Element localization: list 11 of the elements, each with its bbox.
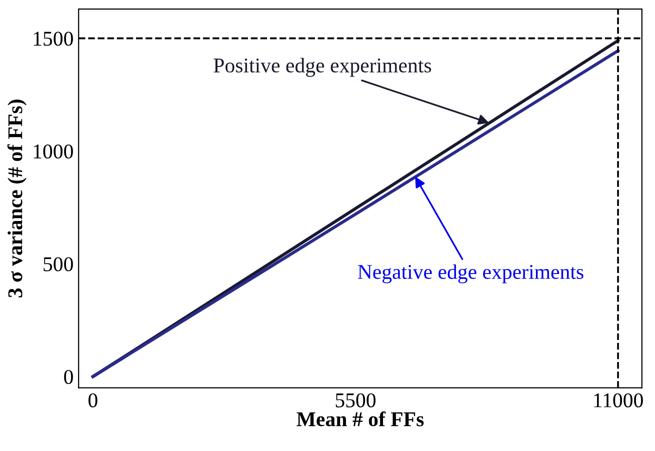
annotation: Positive edge experiments: [214, 58, 432, 77]
y-tick-label: 1000: [34, 144, 73, 159]
x-axis-title: Mean # of FFs: [296, 411, 424, 426]
annotation: Negative edge experiments: [358, 264, 584, 284]
x-tick-label: 11000: [594, 393, 643, 408]
x-tick-label: 0: [88, 393, 98, 408]
y-tick-label: 0: [64, 370, 73, 384]
y-tick-label: 500: [44, 257, 73, 272]
x-tick-label: 5500: [336, 393, 376, 408]
y-tick-label: 1500: [34, 32, 73, 46]
y-axis-title: 3 σ variance (# of FFs): [7, 100, 27, 298]
